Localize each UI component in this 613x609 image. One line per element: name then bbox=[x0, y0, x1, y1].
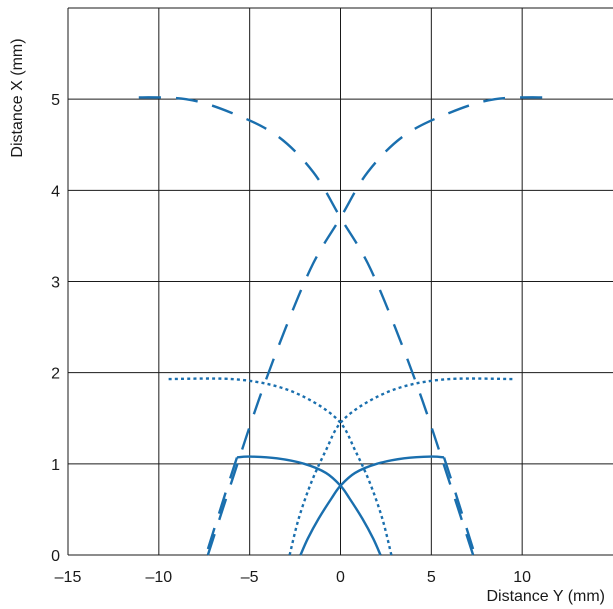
y-tick-label: 5 bbox=[51, 92, 60, 109]
series-line-long-dash-2 bbox=[442, 457, 477, 556]
series-line-solid-0 bbox=[299, 455, 445, 556]
y-tick-label: 3 bbox=[51, 275, 60, 292]
series-line-dashed-7 bbox=[131, 96, 475, 556]
x-axis-label: Distance Y (mm) bbox=[486, 588, 605, 605]
y-tick-label: 4 bbox=[51, 183, 60, 200]
series-line-dotted-4 bbox=[288, 377, 514, 556]
grid-lines bbox=[67, 7, 613, 556]
series-line-solid-1 bbox=[236, 455, 382, 556]
y-tick-label: 2 bbox=[51, 366, 60, 383]
x-tick-label: –5 bbox=[241, 569, 259, 586]
y-tick-label: 1 bbox=[51, 457, 60, 474]
x-tick-label: 5 bbox=[427, 569, 436, 586]
x-tick-label: –10 bbox=[145, 569, 172, 586]
x-tick-label: –15 bbox=[55, 569, 82, 586]
series-line-dotted-5 bbox=[167, 377, 393, 556]
y-tick-label: 0 bbox=[51, 548, 60, 565]
series-layer bbox=[131, 96, 550, 556]
series-line-dashed-6 bbox=[206, 96, 550, 556]
series-line-long-dash-3 bbox=[204, 457, 239, 556]
x-tick-label: 0 bbox=[336, 569, 345, 586]
y-axis-label: Distance X (mm) bbox=[9, 38, 26, 157]
tick-labels: –15 –10 –5 0 5 10 0 1 2 3 4 5 bbox=[51, 92, 531, 586]
x-tick-label: 10 bbox=[513, 569, 531, 586]
